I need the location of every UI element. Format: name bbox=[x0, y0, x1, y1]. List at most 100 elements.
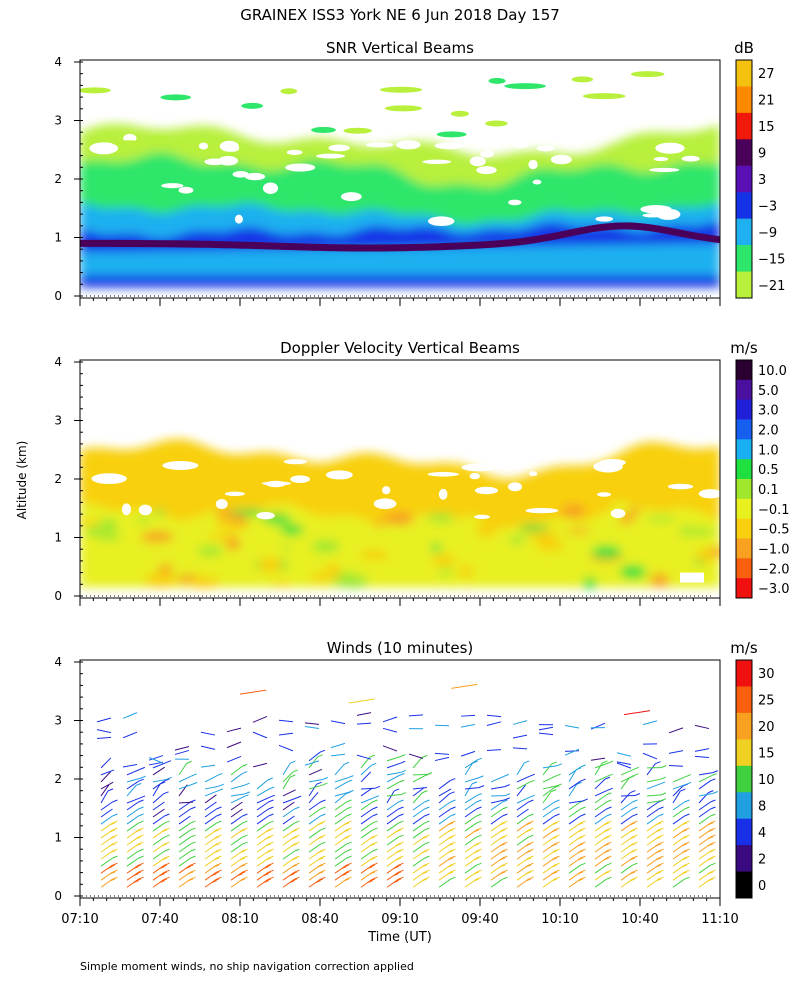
wind-barb-flag bbox=[582, 798, 589, 802]
wind-barb-flag bbox=[450, 820, 456, 824]
snr-streak bbox=[112, 140, 146, 147]
wind-barb-flag bbox=[528, 841, 534, 845]
doppler-patch bbox=[311, 539, 340, 553]
wind-barb bbox=[308, 801, 321, 811]
wind-barb-flag bbox=[242, 869, 248, 873]
doppler-gap bbox=[438, 488, 448, 500]
wind-barb-flag bbox=[138, 855, 144, 859]
colorbar-label: 8 bbox=[758, 799, 766, 814]
wind-barb bbox=[356, 722, 372, 725]
wind-barbs bbox=[96, 683, 718, 888]
wind-barb bbox=[126, 822, 139, 832]
wind-barb-flag bbox=[424, 876, 430, 880]
wind-barb-flag bbox=[268, 786, 275, 790]
colorbar-label: −3.0 bbox=[758, 582, 790, 597]
wind-barb-flag bbox=[244, 782, 250, 786]
doppler-gap bbox=[525, 507, 559, 514]
wind-barb-flag bbox=[268, 862, 274, 866]
wind-barb bbox=[96, 736, 112, 740]
wind-barb bbox=[126, 815, 139, 825]
wind-barb-flag bbox=[502, 848, 508, 852]
wind-barb bbox=[668, 750, 684, 754]
colorbar-swatch bbox=[736, 399, 752, 420]
wind-barb bbox=[178, 857, 191, 867]
wind-barb-flag bbox=[320, 806, 326, 810]
wind-barb-flag bbox=[478, 785, 485, 789]
wind-barb bbox=[334, 801, 347, 811]
wind-barb bbox=[698, 808, 711, 818]
wind-barb-flag bbox=[291, 871, 298, 875]
wind-barb bbox=[386, 822, 399, 832]
wind-barb-flag bbox=[681, 857, 688, 861]
doppler-patch bbox=[694, 559, 704, 565]
doppler-patch bbox=[155, 509, 165, 515]
wind-barb-flag bbox=[577, 878, 584, 882]
wind-barb bbox=[642, 720, 658, 726]
snr-streak bbox=[488, 77, 506, 84]
wind-barb-flag bbox=[660, 798, 667, 802]
wind-barb-flag bbox=[216, 841, 222, 845]
wind-barb bbox=[438, 793, 450, 804]
wind-barb-flag bbox=[343, 761, 350, 765]
wind-barb bbox=[434, 752, 450, 755]
wind-barb bbox=[256, 815, 269, 825]
wind-barb-flag bbox=[447, 836, 454, 840]
wind-barb bbox=[100, 757, 112, 769]
wind-barb bbox=[152, 836, 165, 846]
snr-panel-title: SNR Vertical Beams bbox=[326, 39, 474, 57]
wind-barb-flag bbox=[421, 836, 428, 840]
doppler-patch bbox=[430, 543, 441, 553]
doppler-patch bbox=[422, 552, 435, 558]
winds-axes: 0 1 2 3 4 07:10 07:40 08:10 08:40 09:10 09:40 10:10… bbox=[54, 655, 738, 927]
wind-barb bbox=[594, 878, 607, 888]
colorbar-swatch bbox=[736, 479, 752, 500]
wind-barb-flag bbox=[164, 869, 170, 873]
wind-barb-flag bbox=[320, 799, 326, 803]
wind-barb-flag bbox=[395, 871, 402, 875]
wind-barb bbox=[230, 793, 245, 797]
snr-gap bbox=[422, 159, 452, 165]
y-tick-label: 3 bbox=[54, 114, 62, 128]
wind-barb bbox=[464, 822, 477, 832]
wind-barb-flag bbox=[165, 760, 172, 764]
wind-barb-flag bbox=[707, 843, 714, 847]
wind-barb bbox=[356, 754, 372, 760]
wind-barb bbox=[152, 793, 164, 804]
wind-barb bbox=[490, 799, 505, 804]
colorbar-swatch bbox=[736, 439, 752, 460]
wind-barb bbox=[100, 769, 115, 776]
wind-barb-flag bbox=[291, 843, 298, 847]
wind-barb-flag bbox=[112, 855, 118, 859]
wind-barb-flag bbox=[502, 813, 508, 817]
wind-barb-high bbox=[239, 689, 267, 695]
wind-barb bbox=[490, 808, 503, 818]
colorbar-label: −1.0 bbox=[758, 542, 790, 557]
wind-barb bbox=[304, 722, 320, 725]
wind-barb-flag bbox=[421, 850, 428, 854]
wind-barb bbox=[672, 790, 681, 804]
wind-barb bbox=[594, 808, 607, 818]
wind-barb-flag bbox=[268, 813, 274, 817]
wind-barb bbox=[516, 801, 529, 811]
wind-barb-flag bbox=[159, 873, 165, 877]
colorbar-swatch bbox=[736, 578, 752, 599]
wind-barb-flag bbox=[372, 806, 378, 810]
doppler-gap bbox=[373, 498, 397, 510]
wind-barb-flag bbox=[707, 878, 714, 882]
wind-barb bbox=[308, 808, 321, 818]
wind-barb bbox=[616, 761, 632, 766]
wind-barb-flag bbox=[632, 855, 638, 859]
wind-barb-flag bbox=[684, 806, 690, 810]
wind-barb-flag bbox=[138, 841, 144, 845]
wind-barb bbox=[412, 787, 425, 797]
wind-barb-flag bbox=[268, 820, 274, 824]
wind-barb bbox=[672, 776, 687, 783]
colorbar-label: 10 bbox=[758, 773, 775, 788]
wind-barb bbox=[308, 815, 321, 825]
snr-gap bbox=[244, 172, 266, 181]
x-tick-label: 10:10 bbox=[541, 912, 578, 927]
doppler-patch bbox=[359, 549, 389, 561]
doppler-patch bbox=[158, 564, 173, 574]
wind-barb-flag bbox=[450, 855, 456, 859]
wind-barb-flag bbox=[450, 862, 456, 866]
